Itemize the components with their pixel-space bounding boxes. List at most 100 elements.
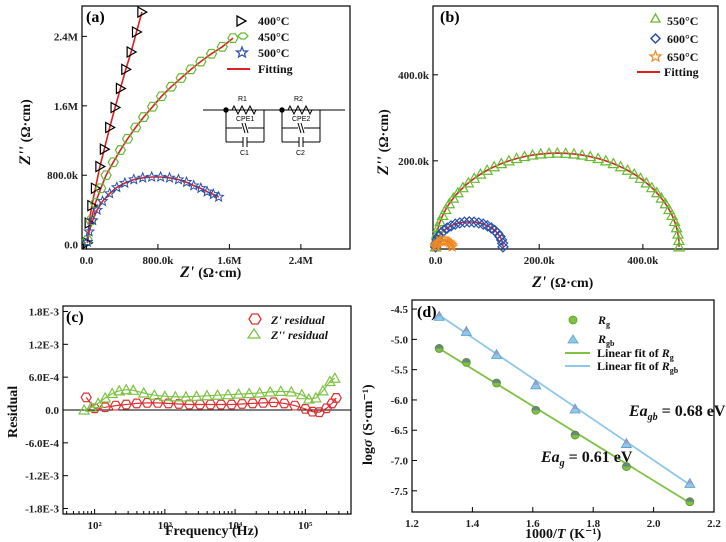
point-c bbox=[120, 399, 132, 410]
y-tick-label: -1.2E-3 bbox=[25, 471, 59, 483]
point-a bbox=[137, 112, 150, 122]
panel-d-frame bbox=[411, 299, 715, 513]
point-a bbox=[216, 41, 228, 52]
point-b bbox=[607, 157, 620, 169]
point-d-rgb-cap bbox=[436, 311, 442, 317]
legend-a-400: 400°C bbox=[258, 14, 289, 28]
point-c bbox=[289, 400, 301, 411]
y-tick-label: 200.0k bbox=[398, 156, 430, 168]
point-a bbox=[155, 91, 168, 102]
legend-a-marker-400 bbox=[236, 14, 248, 28]
x-tick-label: 1.6 bbox=[526, 518, 540, 530]
point-c bbox=[309, 391, 322, 403]
point-c bbox=[306, 406, 319, 417]
legend-b-marker-650 bbox=[648, 49, 663, 63]
point-a bbox=[131, 26, 143, 39]
point-b bbox=[599, 154, 612, 166]
point-a bbox=[136, 171, 149, 184]
point-a bbox=[212, 190, 225, 203]
point-d-rg-cap bbox=[462, 358, 471, 363]
point-b bbox=[497, 241, 509, 253]
point-c bbox=[169, 390, 182, 402]
point-c bbox=[328, 372, 341, 383]
point-c bbox=[330, 393, 342, 403]
point-c bbox=[148, 388, 161, 400]
panel-d: (d) 1.2 1.4 1.6 1.8 2.0 2.2 -4.5 -5.0 -5.5 -6.0 -6… bbox=[361, 299, 726, 542]
point-b bbox=[645, 181, 658, 193]
point-b bbox=[443, 197, 456, 209]
point-c bbox=[131, 398, 143, 409]
x-tick-label: 10⁵ bbox=[298, 520, 313, 532]
circuit-c1: C1 bbox=[240, 150, 249, 157]
fit-line-b bbox=[434, 152, 680, 247]
point-a bbox=[194, 181, 207, 194]
point-c bbox=[152, 397, 164, 408]
x-tick-label: 2.0 bbox=[647, 518, 661, 530]
x-tick-label: 0.0 bbox=[80, 255, 94, 267]
point-a bbox=[175, 73, 187, 83]
x-tick-label: 200.0k bbox=[524, 255, 556, 267]
circuit-r2: R2 bbox=[294, 96, 303, 103]
y-tick-label: -6.0 bbox=[391, 395, 409, 407]
x-tick-label: 0.0 bbox=[429, 255, 443, 267]
point-b bbox=[666, 209, 679, 221]
point-a bbox=[129, 122, 142, 133]
legend-c-marker-zp bbox=[248, 313, 262, 325]
residual-line bbox=[83, 377, 336, 411]
legend-c-marker-zpp bbox=[246, 327, 262, 339]
x-tick-label: 2.4M bbox=[289, 255, 314, 267]
point-a bbox=[107, 157, 119, 168]
point-a bbox=[185, 64, 197, 75]
point-a bbox=[154, 170, 167, 183]
y-tick-label: 1.6M bbox=[54, 101, 79, 113]
point-b bbox=[650, 186, 663, 198]
legend-a-marker-450 bbox=[237, 32, 249, 40]
point-c bbox=[326, 398, 338, 409]
point-c bbox=[257, 397, 269, 408]
point-b bbox=[451, 186, 464, 198]
point-c bbox=[162, 398, 175, 409]
point-c bbox=[137, 386, 150, 398]
panel-d-legend: Rg Rgb Linear fit of Rg Linear fit of Rg… bbox=[565, 313, 679, 375]
x-tick-label: 10² bbox=[87, 520, 102, 532]
panel-a-label: (a) bbox=[86, 9, 105, 26]
point-a bbox=[110, 101, 122, 114]
legend-d-fit-gb: Linear fit of Rgb bbox=[597, 359, 679, 375]
point-c bbox=[302, 392, 315, 404]
point-c bbox=[158, 390, 171, 401]
point-b bbox=[453, 217, 466, 229]
panel-c-xlabel: Frequency (Hz) bbox=[165, 524, 259, 539]
point-c bbox=[268, 397, 280, 408]
legend-a-fit: Fitting bbox=[258, 62, 293, 76]
legend-a-marker-500 bbox=[234, 45, 250, 59]
legend-b-600: 600°C bbox=[667, 32, 698, 46]
point-c bbox=[120, 383, 133, 395]
point-a bbox=[163, 171, 176, 184]
point-a bbox=[110, 181, 123, 193]
y-tick-label: -6.5 bbox=[391, 425, 409, 437]
y-tick-label: -5.0 bbox=[391, 334, 409, 346]
point-c bbox=[211, 388, 224, 400]
point-c bbox=[316, 384, 329, 396]
y-tick-label: 6.0E-4 bbox=[29, 372, 60, 384]
point-b bbox=[663, 203, 676, 215]
fit-line-a bbox=[86, 37, 234, 241]
point-c bbox=[285, 385, 298, 397]
point-a bbox=[227, 33, 239, 44]
legend-b-marker-600 bbox=[649, 32, 662, 45]
point-a bbox=[207, 187, 220, 200]
circuit-cpe1: CPE1 bbox=[236, 116, 254, 123]
point-a bbox=[105, 121, 116, 134]
point-d-rgb-cap bbox=[687, 478, 693, 484]
circuit-cpe2: CPE2 bbox=[292, 116, 310, 123]
point-c bbox=[80, 392, 92, 403]
legend-d-fit-g: Linear fit of Rg bbox=[597, 346, 674, 362]
point-a bbox=[95, 183, 107, 194]
point-c bbox=[278, 398, 290, 409]
point-a bbox=[103, 187, 116, 199]
point-a bbox=[114, 145, 127, 155]
x-tick-label: 1.6M bbox=[217, 255, 242, 267]
legend-b-650: 650°C bbox=[667, 50, 698, 64]
panel-d-ylabel: logσ(S·cm⁻¹) bbox=[361, 384, 376, 465]
point-d-rg-cap bbox=[622, 462, 631, 467]
